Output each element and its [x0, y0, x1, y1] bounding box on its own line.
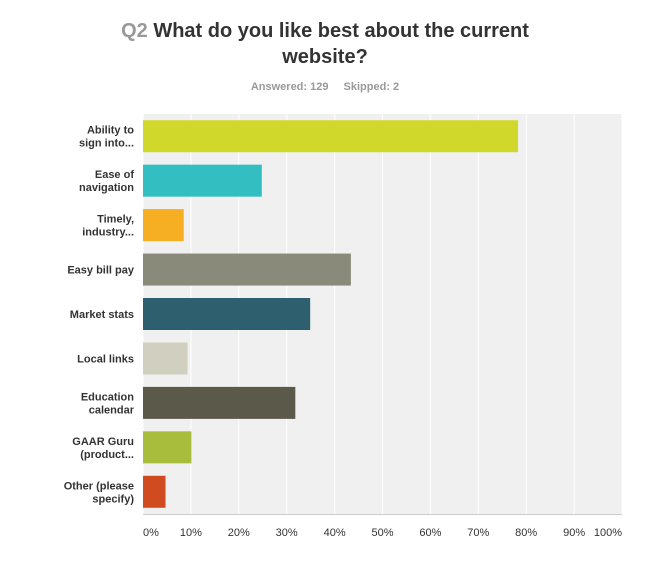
skipped-count: Skipped: 2 — [343, 81, 400, 93]
category-label: Market stats — [70, 309, 134, 321]
chart-title: Q2 What do you like best about the curre… — [0, 18, 650, 70]
bar — [143, 475, 166, 508]
x-tick-label: 40% — [324, 527, 346, 539]
answered-count: Answered: 129 — [250, 81, 329, 93]
response-stats: Answered: 129 Skipped: 2 — [0, 81, 650, 93]
bar — [143, 431, 192, 464]
x-tick-label: 20% — [228, 527, 250, 539]
category-label: Ease of navigation — [79, 169, 134, 194]
x-tick-label: 100% — [594, 527, 622, 539]
category-label: Other (please specify) — [64, 480, 135, 505]
category-label: Easy bill pay — [67, 265, 135, 277]
x-tick-label: 80% — [515, 527, 537, 539]
category-label: Education calendar — [81, 391, 135, 416]
x-tick-label: 0% — [143, 527, 159, 539]
x-tick-label: 50% — [371, 527, 393, 539]
bar — [143, 386, 296, 419]
x-tick-label: 90% — [563, 527, 585, 539]
category-label: Ability to sign into... — [79, 125, 134, 150]
bar — [143, 120, 519, 153]
x-tick-label: 30% — [276, 527, 298, 539]
x-tick-label: 60% — [419, 527, 441, 539]
x-tick-label: 70% — [467, 527, 489, 539]
question-text: What do you like best about the current … — [153, 20, 529, 68]
category-label: Local links — [77, 353, 134, 365]
bar — [143, 209, 184, 242]
category-label: Timely, industry... — [82, 214, 134, 239]
bar — [143, 298, 311, 330]
x-tick-label: 10% — [180, 527, 202, 539]
bar — [143, 253, 351, 286]
question-number: Q2 — [121, 20, 148, 42]
bar — [143, 342, 188, 375]
category-label: GAAR Guru (product... — [72, 436, 134, 461]
bar — [143, 164, 262, 197]
